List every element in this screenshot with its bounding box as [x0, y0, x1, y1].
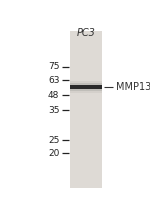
Text: 75: 75 — [48, 62, 59, 71]
Bar — [70, 83, 102, 91]
Text: PC3: PC3 — [77, 28, 96, 38]
Text: 20: 20 — [48, 148, 59, 158]
Text: 35: 35 — [48, 106, 59, 115]
Bar — [70, 85, 102, 89]
Text: 63: 63 — [48, 76, 59, 85]
Text: MMP13: MMP13 — [116, 82, 150, 92]
Text: 25: 25 — [48, 136, 59, 145]
Bar — [70, 85, 102, 89]
Text: 48: 48 — [48, 91, 59, 100]
Bar — [70, 81, 102, 93]
Bar — [70, 31, 102, 188]
